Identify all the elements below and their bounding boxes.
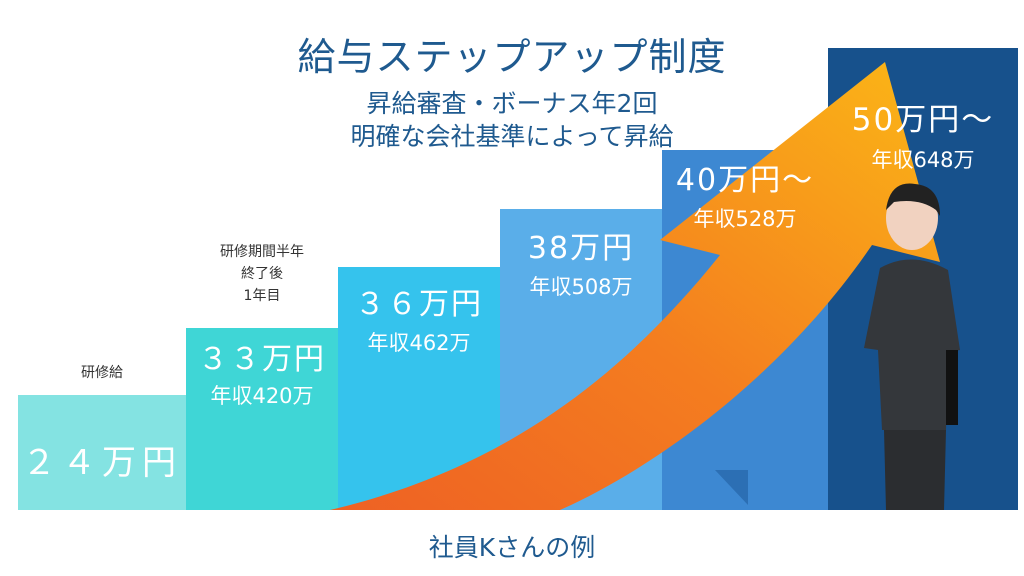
step-6-annual: 年収648万 (871, 148, 975, 172)
step-4-salary: 38万円 (527, 231, 635, 266)
step-1-salary: ２４万円 (22, 443, 182, 483)
step-2-caption-line-1: 研修期間半年 (220, 244, 304, 260)
step-2-salary: ３３万円 (198, 342, 326, 377)
subtitle-review: 昇給審査・ボーナス年2回 (366, 89, 658, 118)
step-2-annual: 年収420万 (210, 384, 314, 408)
step-3-salary: ３６万円 (355, 287, 483, 322)
employee-photo (864, 183, 960, 510)
step-bar-2: ３３万円 年収420万 (186, 328, 338, 510)
step-bar-1: ２４万円 (18, 395, 186, 510)
step-2-caption-line-3: 1年目 (243, 288, 281, 304)
page-title: 給与ステップアップ制度 (297, 35, 727, 79)
example-label: 社員Kさんの例 (428, 533, 596, 562)
step-3-annual: 年収462万 (367, 331, 471, 355)
step-4-annual: 年収508万 (529, 275, 633, 299)
step-2-caption: 研修期間半年 終了後 1年目 (186, 241, 338, 307)
step-2-caption-line-2: 終了後 (241, 266, 283, 282)
step-1-caption: 研修給 (81, 365, 123, 381)
subtitle-criteria: 明確な会社基準によって昇給 (350, 122, 674, 151)
step-6-salary: 50万円〜 (851, 102, 995, 138)
step-5-annual: 年収528万 (693, 207, 797, 231)
step-5-salary: 40万円〜 (675, 163, 815, 198)
